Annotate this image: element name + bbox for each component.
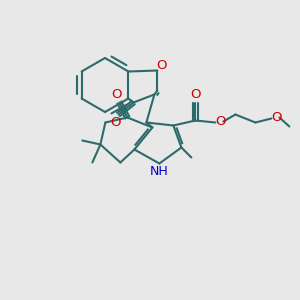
Text: O: O: [156, 59, 166, 72]
Text: O: O: [215, 115, 226, 128]
Text: O: O: [111, 88, 122, 101]
Text: O: O: [110, 116, 121, 129]
Text: O: O: [271, 111, 282, 124]
Text: NH: NH: [150, 165, 169, 178]
Text: O: O: [190, 88, 201, 101]
